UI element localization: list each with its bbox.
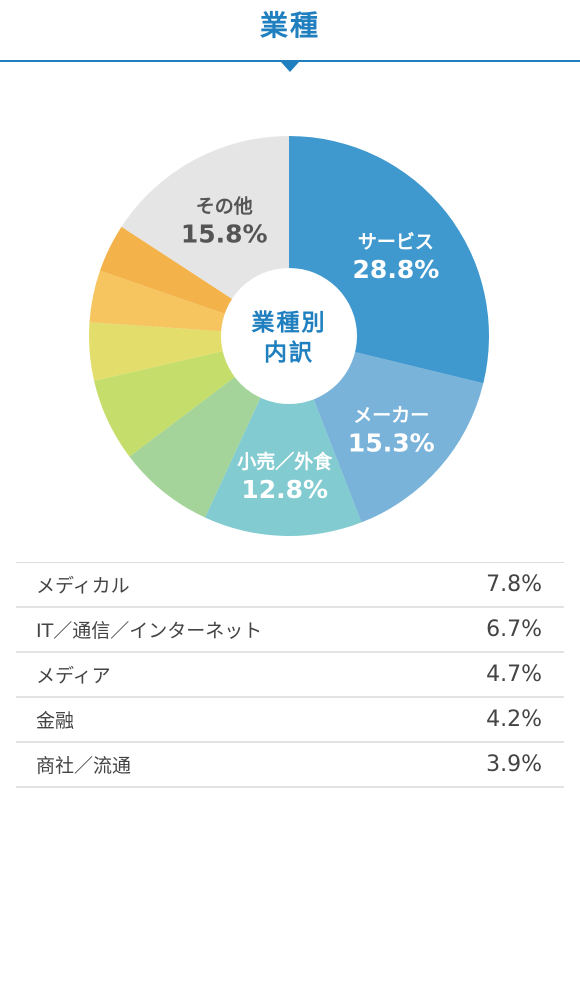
row-value: 4.2% — [486, 707, 542, 732]
row-label: IT／通信／インターネット — [36, 620, 263, 642]
row-label: 商社／流通 — [36, 755, 132, 777]
row-value: 6.7% — [486, 617, 542, 642]
row-value: 7.8% — [486, 572, 542, 597]
industry-donut-chart: サービス 28.8% メーカー 15.3% 小売／外食 12.8% その他 15.8% 業種別内… — [0, 80, 580, 560]
slice-value-label: 28.8% — [353, 255, 440, 284]
row-value: 3.9% — [486, 752, 542, 777]
slice-value-label: 12.8% — [241, 475, 328, 504]
table-row: メディア 4.7% — [16, 653, 564, 698]
row-label: 金融 — [36, 710, 75, 732]
donut-hole — [221, 268, 357, 404]
pie-slice — [204, 336, 362, 537]
row-value: 4.7% — [486, 662, 542, 687]
table-row: メディカル 7.8% — [16, 563, 564, 608]
header-underline — [0, 60, 580, 62]
page-header: 業種 — [0, 0, 580, 62]
industry-breakdown-table: メディカル 7.8% IT／通信／インターネット 6.7% メディア 4.7% … — [16, 562, 564, 788]
slice-value-label: 15.3% — [348, 429, 435, 458]
table-row: 金融 4.2% — [16, 698, 564, 743]
row-label: メディカル — [36, 575, 130, 597]
slice-name-label: メーカー — [353, 405, 429, 427]
row-label: メディア — [36, 665, 111, 687]
center-label: 内訳 — [264, 339, 314, 366]
center-label: 業種別 — [251, 309, 327, 336]
page-title: 業種 — [259, 9, 320, 42]
table-row: 商社／流通 3.9% — [16, 743, 564, 788]
slice-name-label: その他 — [196, 194, 253, 217]
slice-value-label: 15.8% — [181, 219, 268, 248]
table-row: IT／通信／インターネット 6.7% — [16, 608, 564, 653]
slice-name-label: 小売／外食 — [237, 450, 333, 473]
down-arrow-icon — [281, 62, 299, 72]
slice-name-label: サービス — [358, 231, 434, 253]
